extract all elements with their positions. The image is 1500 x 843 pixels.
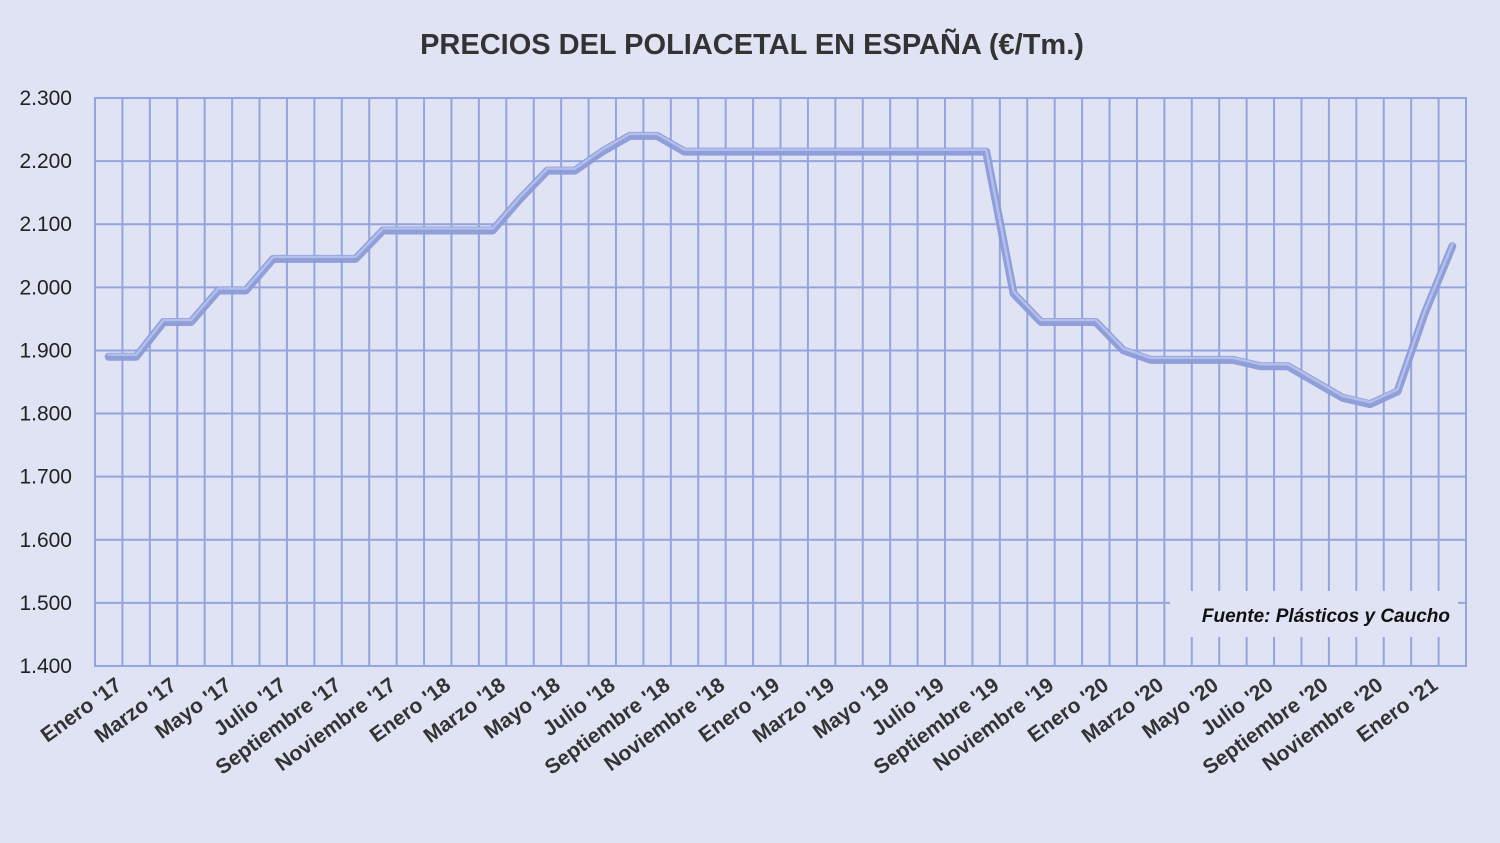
y-tick-label: 1.900: [19, 339, 72, 362]
y-tick-label: 1.500: [19, 592, 72, 615]
y-tick-label: 2.200: [19, 150, 72, 173]
y-tick-label: 1.400: [19, 655, 72, 678]
y-axis-ticks: 1.400 1.500 1.600 1.700 1.800 1.900 2.000 2.100…: [19, 87, 72, 678]
chart-title: PRECIOS DEL POLIACETAL EN ESPAÑA (€/Tm.): [420, 27, 1084, 61]
series: [104, 131, 1457, 409]
series-line: [104, 131, 1457, 409]
y-tick-label: 1.700: [19, 466, 72, 489]
grid: [94, 97, 1467, 667]
source-annotation-box: Fuente: Plásticos y Caucho: [1170, 591, 1458, 637]
series-line-highlight: [107, 132, 1454, 404]
source-annotation-background: [1170, 591, 1458, 637]
y-tick-label: 1.800: [19, 403, 72, 426]
y-tick-label: 2.300: [19, 87, 72, 110]
source-annotation: Fuente: Plásticos y Caucho: [1202, 606, 1450, 627]
y-tick-label: 1.600: [19, 529, 72, 552]
y-tick-label: 2.000: [19, 276, 72, 299]
y-tick-label: 2.100: [19, 213, 72, 236]
